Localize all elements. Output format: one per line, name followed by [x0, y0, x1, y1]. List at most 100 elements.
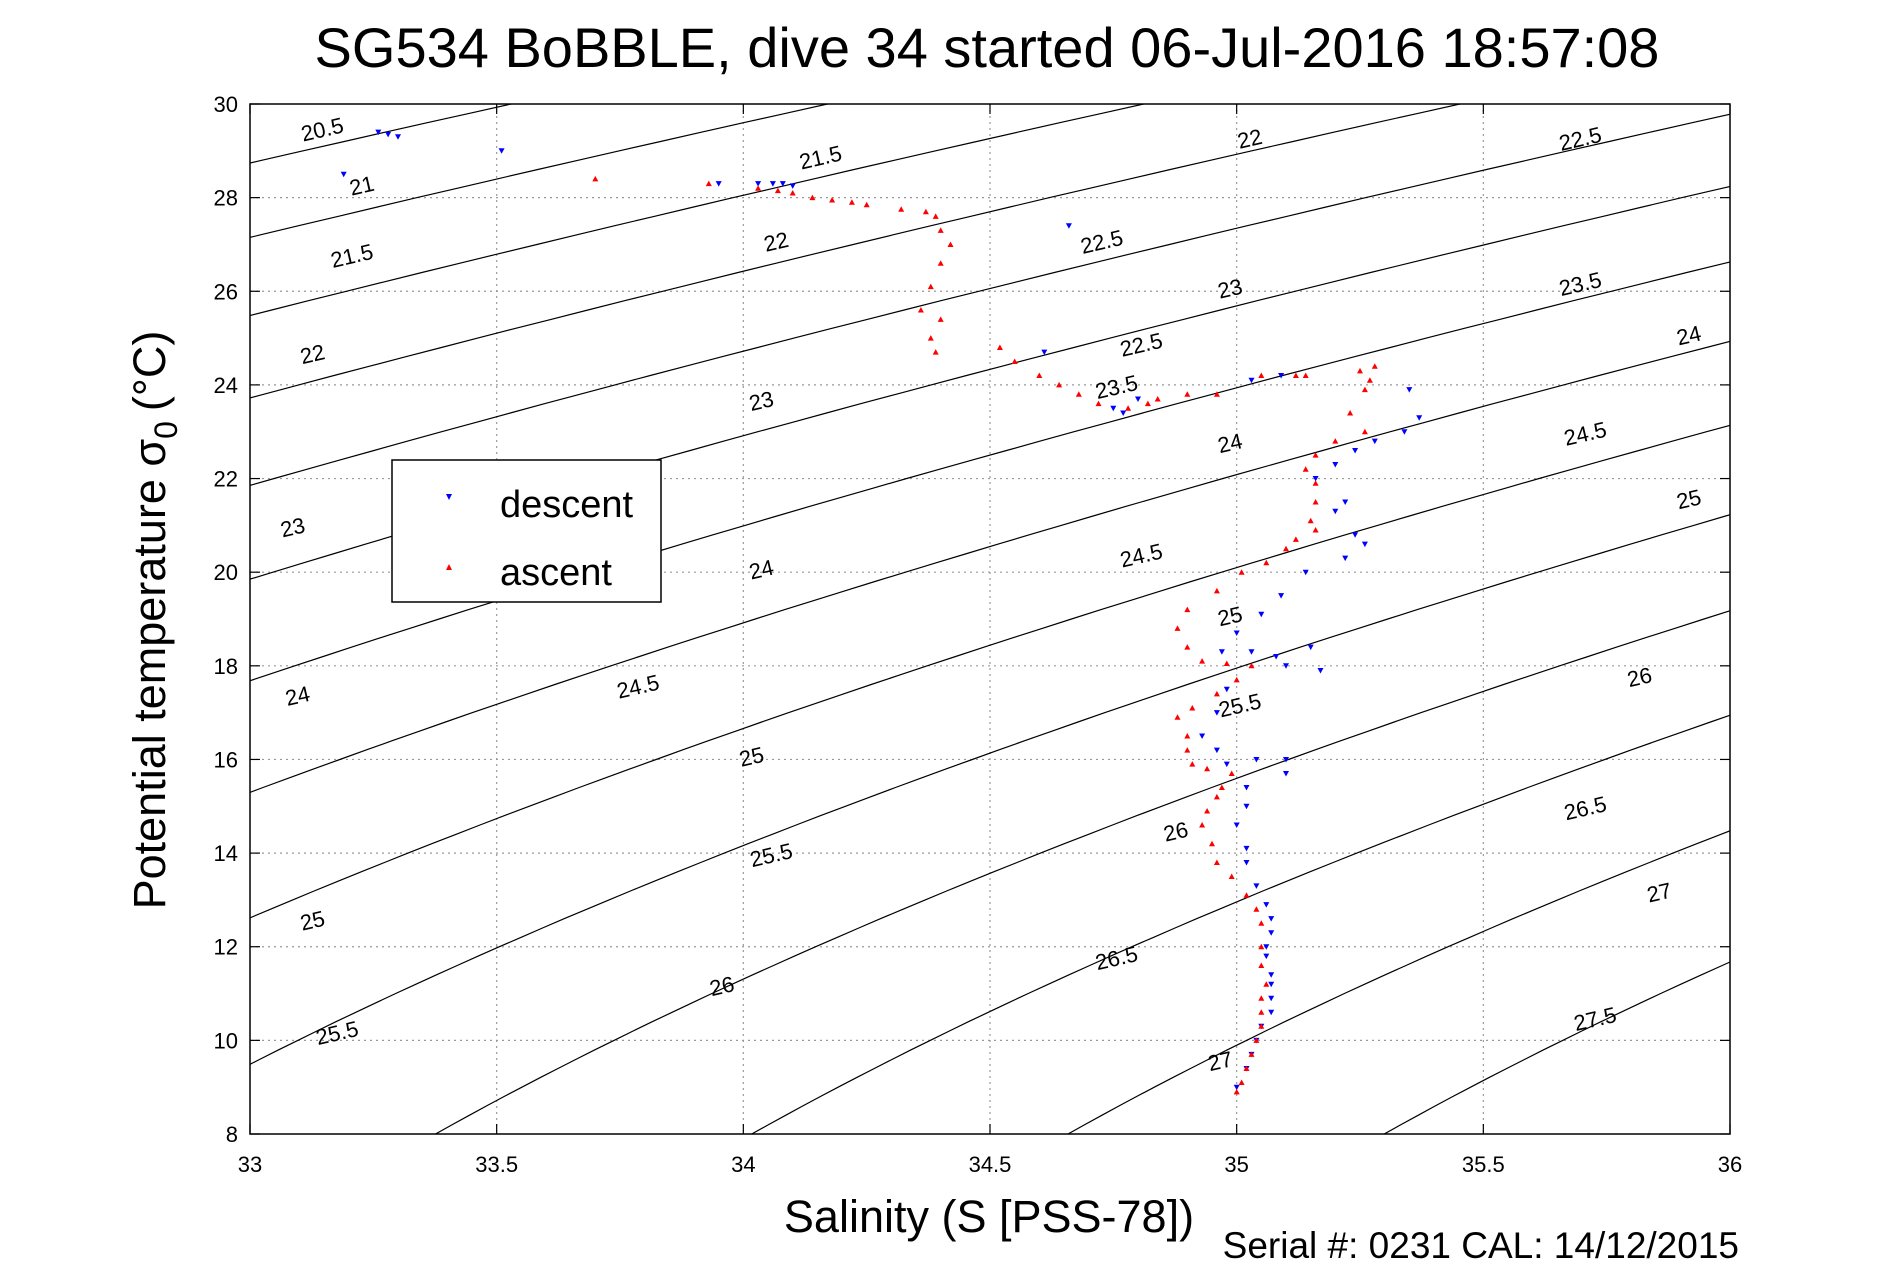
contour-label: 23: [747, 386, 776, 416]
contour-label: 25.5: [1216, 688, 1263, 722]
ascent-point: [1332, 438, 1339, 444]
plot-frame: [249, 103, 1731, 1135]
descent-point: [1371, 438, 1378, 445]
ascent-point: [1253, 906, 1260, 912]
descent-point: [1317, 668, 1324, 674]
ascent-point: [1371, 363, 1378, 369]
x-tick-label: 33.5: [475, 1152, 518, 1177]
ascent-point: [937, 227, 944, 233]
ascent-point: [1312, 480, 1319, 486]
isopycnal-line: [0, 57, 409, 1181]
descent-point: [1401, 429, 1408, 435]
ascent-point: [1154, 396, 1161, 402]
y-tick-label: 10: [214, 1028, 238, 1053]
descent-point: [1258, 611, 1265, 618]
ascent-point: [1366, 377, 1373, 383]
contour-label: 23: [1215, 274, 1244, 304]
ascent-point: [1283, 545, 1289, 552]
ascent-point: [1184, 606, 1191, 613]
ascent-point: [1228, 770, 1235, 776]
ascent-point: [937, 260, 944, 266]
descent-point: [1342, 499, 1349, 505]
descent-point: [1352, 532, 1359, 538]
contour-label: 27: [1645, 878, 1674, 908]
ascent-point: [1223, 660, 1230, 666]
isopycnal-line: [1382, 961, 1730, 1134]
ascent-point: [1292, 372, 1299, 378]
ascent-point: [1036, 372, 1043, 378]
y-axis-label-unit: (°C): [124, 331, 175, 411]
y-tick-label: 28: [214, 186, 238, 211]
descent-point: [1243, 803, 1250, 810]
y-tick-label: 26: [214, 279, 238, 304]
isopycnal-line: [250, 424, 1730, 919]
ascent-point: [1204, 808, 1211, 814]
isopycnal-line: [434, 610, 1730, 1134]
ascent-point: [1243, 892, 1250, 898]
isopycnal-line: [250, 104, 1463, 399]
y-tick-label: 30: [214, 92, 238, 117]
descent-point: [1213, 747, 1220, 754]
descent-point: [779, 181, 786, 187]
ascent-point: [1361, 428, 1368, 435]
ascent-point: [1228, 873, 1235, 879]
ascent-point: [1347, 410, 1354, 416]
ascent-point: [1075, 391, 1082, 397]
ascent-point: [829, 197, 836, 203]
ascent-point: [1258, 1023, 1265, 1029]
descent-point: [375, 129, 382, 136]
descent-point: [1110, 405, 1117, 412]
descent-point: [1065, 223, 1072, 229]
descent-point: [1223, 761, 1230, 768]
contour-label: 23: [278, 512, 307, 542]
descent-point: [395, 134, 401, 140]
ascent-point: [1213, 587, 1220, 594]
ascent-point: [809, 194, 816, 201]
ascent-point: [1258, 995, 1265, 1001]
contour-label: 25: [737, 742, 766, 772]
y-tick-label: 12: [214, 935, 238, 960]
data-series: [340, 129, 1423, 1095]
ascent-point: [1243, 1065, 1250, 1071]
ascent-point: [1011, 358, 1018, 364]
contour-label: 25.5: [748, 838, 795, 872]
descent-point: [1253, 757, 1260, 763]
descent-point: [1361, 541, 1368, 548]
descent-point: [1278, 373, 1285, 379]
legend-descent-label: descent: [500, 484, 634, 526]
contour-labels: 20.521 21.5 21.5 22 22 22 22.5 22.5 22.5 23 23 23 23…: [278, 112, 1704, 1076]
descent-point: [340, 171, 347, 178]
x-tick-label: 34.5: [969, 1152, 1012, 1177]
ascent-point: [917, 307, 924, 313]
descent-point: [1283, 663, 1289, 669]
ascent-point: [705, 180, 712, 187]
descent-point: [1307, 644, 1314, 651]
ascent-point: [1258, 943, 1265, 950]
x-tick-label: 35: [1224, 1152, 1248, 1177]
y-tick-label: 18: [214, 654, 238, 679]
ascent-point: [1174, 625, 1181, 631]
ascent-point: [1302, 466, 1309, 472]
contour-label: 24: [1674, 321, 1703, 351]
y-axis-label: Potential temperature σ0 (°C): [124, 331, 184, 910]
contour-label: 21.5: [328, 239, 375, 273]
descent-point: [1278, 593, 1285, 599]
chart-title: SG534 BoBBLE, dive 34 started 06-Jul-201…: [315, 16, 1660, 79]
contour-label: 21.5: [797, 141, 844, 175]
ascent-point: [755, 185, 762, 191]
descent-point: [1248, 649, 1255, 655]
descent-point: [755, 181, 762, 187]
isopycnal-line: [250, 113, 1730, 487]
contour-label: 22.5: [1557, 122, 1604, 156]
contour-label: 25: [298, 906, 327, 936]
ascent-point: [1213, 391, 1220, 397]
contour-label: 24.5: [1562, 417, 1609, 451]
ascent-point: [922, 208, 929, 215]
descent-point: [769, 181, 776, 187]
contour-label: 26.5: [1093, 941, 1140, 975]
contour-label: 23.5: [1093, 370, 1140, 404]
x-tick-label: 34: [731, 1152, 755, 1177]
descent-point: [1243, 860, 1250, 866]
legend-ascent-marker: [446, 564, 452, 570]
